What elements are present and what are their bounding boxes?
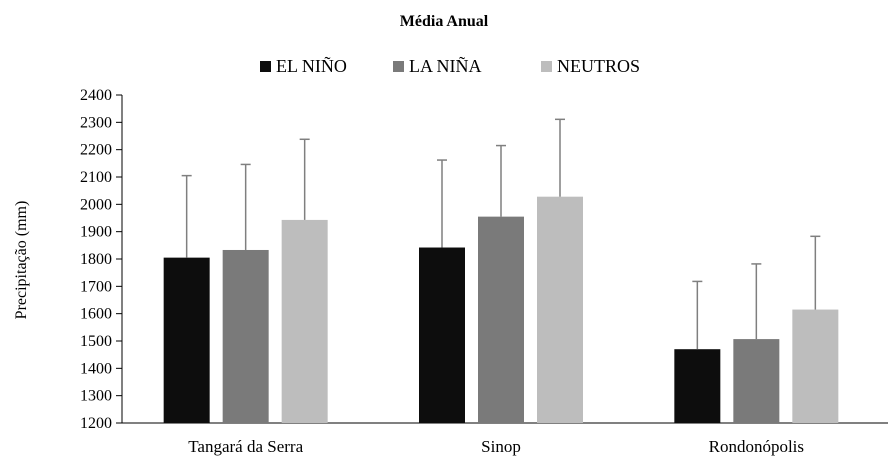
bar: [733, 339, 780, 423]
y-tick-label: 1300: [80, 388, 112, 405]
y-tick-label: 1400: [80, 360, 112, 377]
bars: [163, 196, 839, 423]
y-tick-label: 2400: [80, 87, 112, 104]
legend-swatch: [393, 61, 404, 72]
y-tick-label: 1500: [80, 333, 112, 350]
legend-item: NEUTROS: [541, 56, 640, 76]
legend-item: EL NIÑO: [260, 55, 347, 76]
y-axis-label: Precipitação (mm): [13, 201, 30, 320]
y-tick-label: 1900: [80, 224, 112, 241]
legend-swatch: [260, 61, 271, 72]
y-tick-label: 2200: [80, 142, 112, 159]
x-axis: Tangará da Serra Sinop Rondonópolis: [122, 422, 888, 456]
bar: [792, 309, 839, 423]
chart-title: Média Anual: [400, 13, 489, 30]
y-tick-label: 2100: [80, 169, 112, 186]
legend-item: LA NIÑA: [393, 55, 482, 76]
legend: EL NIÑO LA NIÑA NEUTROS: [260, 55, 640, 76]
bar: [478, 216, 524, 423]
bar: [674, 349, 721, 423]
y-tick-label: 2000: [80, 196, 112, 213]
y-tick-label: 2300: [80, 114, 112, 131]
y-tick-label: 1600: [80, 306, 112, 323]
x-tick-label: Sinop: [481, 437, 521, 456]
legend-swatch: [541, 61, 552, 72]
x-tick-label: Rondonópolis: [709, 437, 804, 456]
legend-label: EL NIÑO: [276, 55, 347, 76]
bar: [281, 219, 328, 423]
legend-label: LA NIÑA: [409, 55, 482, 76]
legend-label: NEUTROS: [557, 56, 640, 76]
bar: [163, 257, 210, 423]
y-tick-label: 1800: [80, 251, 112, 268]
bar: [537, 196, 583, 423]
y-axis: 1200 1300 1400 1500 1600 1700 1800 1900 2000 2100…: [80, 87, 123, 432]
error-bars: [181, 118, 821, 350]
bar: [419, 247, 465, 423]
y-tick-label: 1700: [80, 278, 112, 295]
y-tick-label: 1200: [80, 415, 112, 432]
x-tick-label: Tangará da Serra: [188, 437, 303, 456]
bar: [222, 249, 269, 423]
